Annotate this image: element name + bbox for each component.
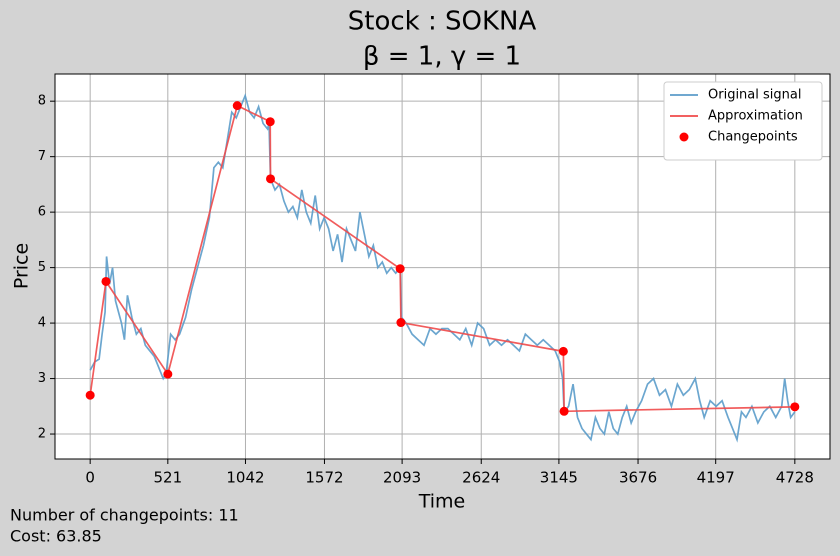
- legend: [663, 81, 823, 161]
- x-tick-label: 0: [85, 469, 95, 487]
- changepoint: [790, 402, 800, 412]
- y-tick-label: 8: [38, 94, 46, 109]
- changepoint: [395, 264, 405, 274]
- legend-label: Original signal: [708, 88, 801, 103]
- y-tick-label: 6: [38, 205, 46, 220]
- changepoint: [559, 406, 569, 416]
- x-tick-label: 2624: [462, 469, 500, 487]
- changepoint: [265, 117, 275, 127]
- plot-frame: [54, 73, 831, 460]
- y-tick-label: 2: [38, 427, 46, 442]
- changepoint: [101, 276, 111, 286]
- x-tick-label: 4197: [697, 469, 735, 487]
- changepoint: [232, 101, 242, 111]
- changepoint: [266, 174, 276, 184]
- legend-label: Changepoints: [708, 130, 798, 145]
- annotation: Number of changepoints: 11: [10, 506, 239, 525]
- x-axis-label: Time: [418, 491, 466, 513]
- changepoint: [396, 318, 406, 328]
- changepoint: [558, 346, 568, 356]
- y-tick-label: 7: [38, 149, 46, 164]
- y-axis-label: Price: [11, 243, 33, 289]
- legend-marker: [679, 132, 689, 142]
- annotation: Cost: 63.85: [10, 527, 102, 546]
- x-tick-label: 521: [154, 469, 183, 487]
- x-tick-label: 3676: [619, 469, 657, 487]
- y-tick-label: 3: [38, 371, 46, 386]
- chart-subtitle: β = 1, γ = 1: [363, 42, 521, 72]
- changepoint: [163, 369, 173, 379]
- x-tick-label: 3145: [540, 469, 578, 487]
- legend-label: Approximation: [708, 109, 803, 124]
- y-tick-label: 5: [38, 260, 46, 275]
- y-tick-label: 4: [38, 316, 46, 331]
- x-tick-label: 2093: [383, 469, 421, 487]
- x-tick-label: 1572: [305, 469, 343, 487]
- x-tick-label: 1042: [226, 469, 264, 487]
- x-tick-label: 4728: [776, 469, 814, 487]
- changepoint: [85, 390, 95, 400]
- chart-title: Stock : SOKNA: [348, 7, 537, 37]
